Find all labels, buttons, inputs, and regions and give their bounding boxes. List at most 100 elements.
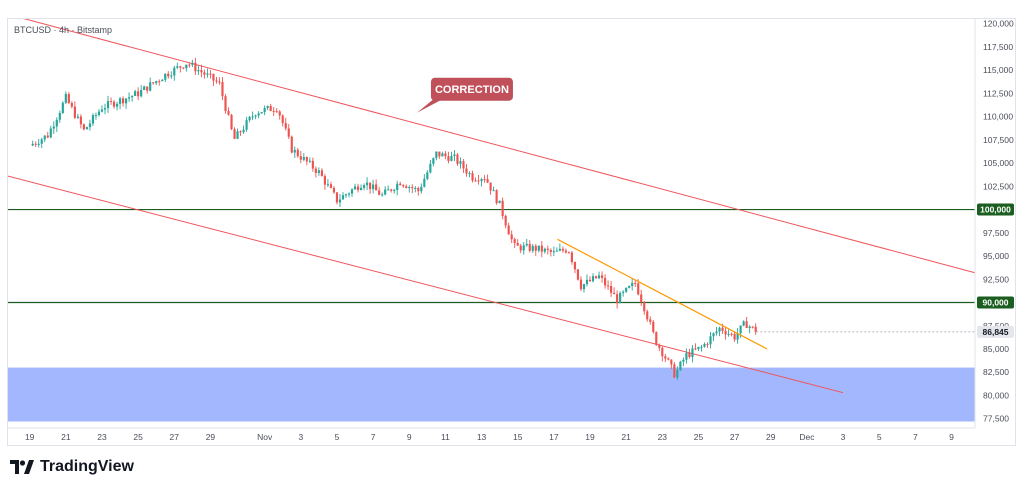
candle bbox=[616, 290, 619, 309]
candle-body bbox=[700, 346, 703, 348]
candle-body bbox=[751, 326, 754, 328]
candle-body bbox=[573, 262, 577, 270]
candle bbox=[465, 164, 468, 177]
candle-body bbox=[477, 180, 480, 182]
candle bbox=[58, 110, 61, 123]
candle bbox=[414, 185, 417, 193]
candle bbox=[356, 183, 360, 193]
candle-body bbox=[748, 326, 751, 329]
candle bbox=[600, 271, 604, 283]
candle-body bbox=[432, 158, 435, 164]
candle bbox=[118, 96, 122, 110]
candle-body bbox=[643, 302, 646, 312]
candle-body bbox=[73, 106, 76, 118]
candle-body bbox=[362, 185, 366, 188]
candle bbox=[634, 279, 637, 288]
candle-body bbox=[305, 157, 308, 162]
candle-body bbox=[691, 348, 694, 357]
candle bbox=[137, 87, 140, 101]
candle bbox=[173, 65, 176, 81]
candle-body bbox=[149, 82, 152, 91]
candle-body bbox=[233, 129, 236, 139]
candle-body bbox=[736, 333, 739, 340]
candle-body bbox=[519, 245, 522, 251]
candle bbox=[688, 348, 691, 359]
candle bbox=[555, 247, 558, 252]
candle bbox=[631, 278, 634, 291]
candle-body bbox=[603, 277, 607, 286]
candle-body bbox=[438, 151, 441, 157]
price-tick-label: 97,500 bbox=[983, 228, 1009, 238]
candle-body bbox=[251, 116, 254, 118]
candle-body bbox=[697, 346, 700, 350]
candle bbox=[694, 343, 697, 351]
candle bbox=[200, 64, 203, 78]
candle bbox=[603, 274, 607, 289]
candle bbox=[646, 309, 649, 322]
candle bbox=[359, 184, 363, 191]
price-tick-label: 102,500 bbox=[983, 181, 1014, 191]
date-tick-label: 27 bbox=[730, 432, 740, 442]
candle-body bbox=[468, 173, 471, 175]
candle bbox=[561, 246, 564, 253]
candle bbox=[594, 275, 598, 279]
candle-body bbox=[483, 179, 486, 181]
candle-body bbox=[718, 327, 721, 332]
candle bbox=[459, 157, 462, 169]
candle-body bbox=[537, 245, 540, 251]
candle-body bbox=[40, 139, 43, 144]
candle-body bbox=[625, 287, 628, 292]
candle-body bbox=[444, 153, 447, 157]
annotation-box bbox=[430, 77, 513, 101]
candle bbox=[266, 105, 269, 111]
price-tick-label: 107,500 bbox=[983, 135, 1014, 145]
candle bbox=[128, 92, 131, 102]
candle bbox=[606, 280, 610, 291]
candle-body bbox=[134, 91, 137, 96]
candle bbox=[525, 238, 528, 247]
candle bbox=[191, 59, 194, 68]
candle bbox=[423, 174, 426, 188]
candle bbox=[432, 157, 435, 167]
candle-body bbox=[209, 73, 212, 75]
candle bbox=[350, 188, 354, 197]
candle bbox=[588, 276, 592, 282]
candle bbox=[664, 353, 667, 363]
chart-frame bbox=[7, 18, 1016, 446]
candle-body bbox=[730, 333, 733, 335]
candle bbox=[739, 325, 742, 338]
candle-body bbox=[290, 136, 293, 153]
candle-body bbox=[739, 325, 742, 334]
candle-body bbox=[528, 243, 531, 251]
candle bbox=[447, 151, 450, 164]
candle bbox=[474, 177, 477, 182]
candle bbox=[667, 357, 670, 361]
candle-body bbox=[67, 93, 70, 104]
candle bbox=[613, 287, 616, 295]
candle-body bbox=[588, 279, 592, 282]
candle-body bbox=[564, 250, 567, 253]
candle-body bbox=[480, 179, 483, 182]
date-tick-label: 9 bbox=[949, 432, 954, 442]
candle bbox=[402, 184, 405, 189]
demand-zone bbox=[8, 367, 975, 422]
candle bbox=[305, 156, 308, 166]
candle-body bbox=[402, 185, 405, 187]
candle-body bbox=[115, 103, 119, 107]
candle-body bbox=[474, 180, 477, 182]
candle-body bbox=[372, 184, 375, 190]
candle-body bbox=[248, 116, 251, 121]
candle-body bbox=[46, 135, 49, 138]
candle-body bbox=[411, 187, 414, 189]
candle-body bbox=[230, 114, 233, 130]
candle bbox=[567, 251, 571, 254]
candle bbox=[516, 239, 519, 246]
candle bbox=[384, 186, 387, 196]
date-tick-label: 23 bbox=[97, 432, 107, 442]
brand[interactable]: TradingView bbox=[10, 458, 134, 476]
candle bbox=[254, 114, 257, 120]
candle-body bbox=[55, 119, 58, 127]
candle-body bbox=[606, 285, 610, 287]
candle-body bbox=[299, 156, 302, 160]
